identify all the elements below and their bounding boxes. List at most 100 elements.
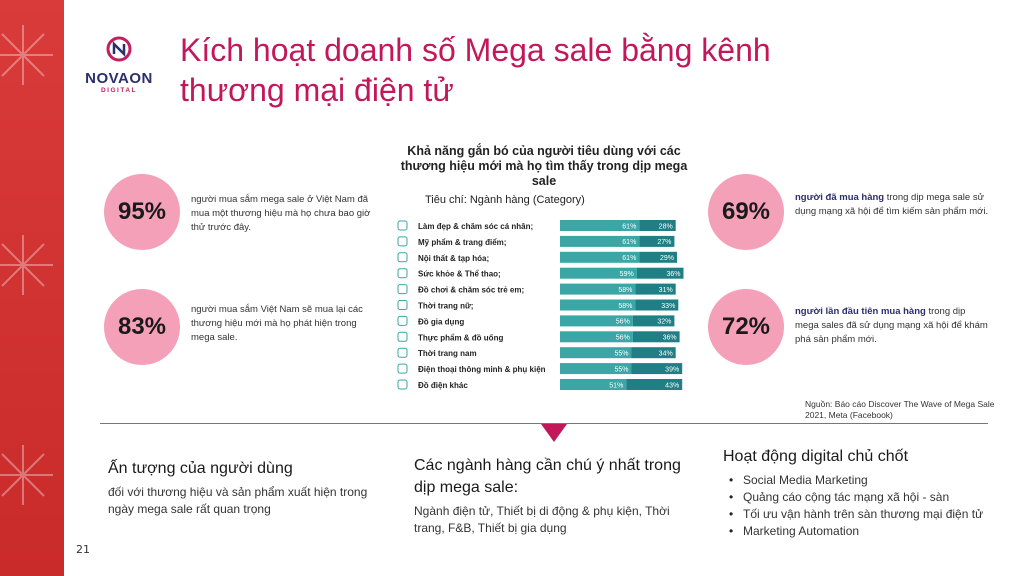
category-label: Mỹ phẩm & trang điểm; bbox=[418, 238, 506, 247]
section-divider bbox=[100, 423, 988, 424]
stat-body-3: trong dịp mega sale sử dụng mạng xã hội … bbox=[795, 192, 989, 217]
bar-segment-1 bbox=[560, 220, 640, 231]
insight-heading-2: Các ngành hàng cần chú ý nhất trong dịp … bbox=[414, 457, 681, 496]
insight-column-1: Ấn tượng của người dùng đối với thương h… bbox=[108, 458, 378, 518]
snowflake-icon bbox=[0, 235, 53, 295]
bar-segment-2 bbox=[639, 235, 675, 247]
source-note: Nguồn: Báo cáo Discover The Wave of Mega… bbox=[805, 399, 995, 420]
bar-value-label: 28% bbox=[659, 223, 673, 230]
category-label: Đồ điện khác bbox=[418, 381, 468, 390]
down-arrow-icon bbox=[541, 424, 567, 442]
novaon-logo: NOVAON DIGITAL bbox=[84, 36, 154, 94]
stacked-bar-chart: Làm đẹp & chăm sóc cá nhân; 61% 28% Mỹ phẩm… bbox=[397, 220, 684, 390]
category-icon bbox=[397, 284, 408, 295]
bar-segment-1 bbox=[560, 363, 632, 375]
bar-value-label: 29% bbox=[660, 255, 674, 262]
bar-value-label: 39% bbox=[665, 366, 679, 373]
bar-segment-2 bbox=[636, 267, 684, 279]
bar-segment-2 bbox=[635, 283, 676, 295]
logo-mark-icon bbox=[106, 36, 132, 62]
bar-value-label: 27% bbox=[657, 239, 671, 246]
bar-value-label: 51% bbox=[609, 382, 623, 389]
list-item: Marketing Automation bbox=[723, 523, 995, 540]
bar-segment-1 bbox=[560, 235, 640, 247]
bar-value-label: 31% bbox=[659, 287, 673, 294]
category-icon bbox=[397, 268, 408, 279]
bar-value-label: 36% bbox=[666, 271, 680, 278]
decorative-side-strip bbox=[0, 0, 64, 576]
bar-segment-2 bbox=[632, 315, 675, 327]
bar-segment-2 bbox=[639, 220, 676, 231]
logo-sub: DIGITAL bbox=[100, 87, 137, 94]
bar-segment-1 bbox=[560, 331, 633, 343]
bar-value-label: 43% bbox=[665, 382, 679, 389]
bar-value-label: 56% bbox=[616, 319, 630, 326]
bar-value-label: 61% bbox=[622, 223, 636, 230]
category-icon bbox=[397, 315, 408, 326]
stat-body-4: trong dịp mega sales đã sử dụng mạng xã … bbox=[795, 306, 988, 345]
chart-title: Khả năng gắn bó của người tiêu dùng với … bbox=[400, 144, 688, 188]
category-icon bbox=[397, 363, 408, 374]
bar-segment-2 bbox=[626, 379, 683, 390]
bar-value-label: 36% bbox=[663, 335, 677, 342]
insight-column-3: Hoạt động digital chủ chốt Social Media … bbox=[723, 446, 995, 540]
page-title: Kích hoạt doanh số Mega sale bằng kênh t… bbox=[180, 32, 771, 108]
bar-segment-1 bbox=[560, 379, 627, 390]
page-number: 21 bbox=[76, 543, 90, 556]
bar-value-label: 59% bbox=[620, 271, 634, 278]
bar-segment-1 bbox=[560, 283, 636, 295]
category-icon bbox=[397, 236, 408, 247]
insight-heading-3: Hoạt động digital chủ chốt bbox=[723, 448, 909, 465]
category-icon bbox=[397, 347, 408, 358]
category-icon bbox=[397, 331, 408, 342]
bar-value-label: 58% bbox=[618, 303, 632, 310]
chart-subtitle: Tiêu chí: Ngành hàng (Category) bbox=[425, 194, 585, 206]
digital-activity-list: Social Media Marketing Quảng cáo cộng tá… bbox=[723, 472, 995, 540]
category-label: Thời trang nam bbox=[418, 349, 477, 358]
list-item: Quảng cáo cộng tác mạng xã hội - sàn bbox=[723, 489, 995, 506]
bar-segment-2 bbox=[631, 347, 676, 359]
category-label: Nội thất & tạp hóa; bbox=[418, 254, 489, 263]
insight-column-2: Các ngành hàng cần chú ý nhất trong dịp … bbox=[414, 455, 684, 537]
bar-value-label: 61% bbox=[622, 239, 636, 246]
stat-circle-2: 83% bbox=[104, 289, 180, 365]
bar-segment-1 bbox=[560, 267, 637, 279]
stat-circle-3: 69% bbox=[708, 174, 784, 250]
category-label: Thực phẩm & đồ uống bbox=[418, 333, 503, 342]
category-icon bbox=[397, 252, 408, 263]
bar-value-label: 55% bbox=[614, 351, 628, 358]
list-item: Social Media Marketing bbox=[723, 472, 995, 489]
snowflake-icon bbox=[0, 25, 53, 85]
insight-body-2: Ngành điện tử, Thiết bị di động & phụ ki… bbox=[414, 504, 670, 535]
category-label: Làm đẹp & chăm sóc cá nhân; bbox=[418, 222, 533, 231]
category-icon bbox=[397, 300, 408, 310]
snowflake-icon bbox=[0, 445, 53, 505]
logo-name: NOVAON bbox=[85, 70, 153, 87]
bar-segment-2 bbox=[632, 331, 680, 343]
bar-value-label: 55% bbox=[614, 366, 628, 373]
stat-highlight-3: người đã mua hàng bbox=[795, 192, 885, 203]
bar-value-label: 34% bbox=[659, 351, 673, 358]
category-label: Điện thoại thông minh & phụ kiện bbox=[418, 365, 546, 374]
bar-value-label: 61% bbox=[622, 255, 636, 262]
bar-segment-1 bbox=[560, 299, 636, 311]
category-icon bbox=[397, 220, 408, 231]
stat-text-1: người mua sắm mega sale ở Việt Nam đã mu… bbox=[191, 194, 371, 233]
stat-circle-1: 95% bbox=[104, 174, 180, 250]
stat-text-2: người mua sắm Việt Nam sẽ mua lại các th… bbox=[191, 304, 363, 343]
bar-value-label: 58% bbox=[618, 287, 632, 294]
category-label: Đồ gia dụng bbox=[418, 317, 464, 326]
bar-segment-1 bbox=[560, 347, 632, 359]
list-item: Tối ưu vận hành trên sàn thương mại điện… bbox=[723, 506, 995, 523]
insight-heading-1: Ấn tượng của người dùng bbox=[108, 460, 293, 477]
bar-value-label: 33% bbox=[661, 303, 675, 310]
bar-value-label: 32% bbox=[657, 319, 671, 326]
bar-segment-2 bbox=[635, 299, 679, 311]
bar-segment-1 bbox=[560, 251, 640, 263]
bar-segment-2 bbox=[631, 363, 683, 375]
stat-highlight-4: người lần đầu tiên mua hàng bbox=[795, 306, 926, 317]
category-label: Sức khỏe & Thể thao; bbox=[418, 270, 501, 279]
stat-circle-4: 72% bbox=[708, 289, 784, 365]
insight-body-1: đối với thương hiệu và sản phẩm xuất hiệ… bbox=[108, 485, 368, 516]
category-icon bbox=[397, 379, 408, 390]
